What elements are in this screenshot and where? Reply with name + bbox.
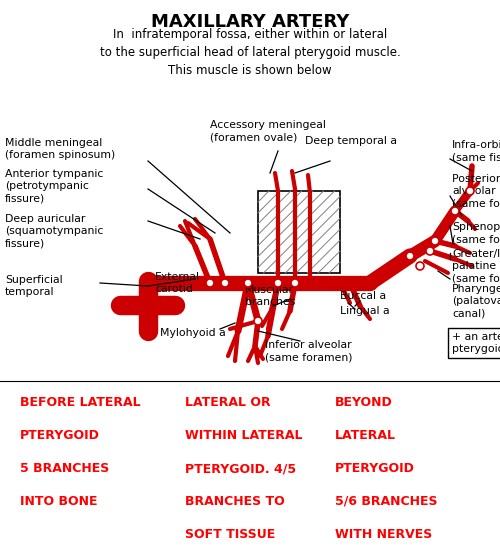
Text: BRANCHES TO: BRANCHES TO — [185, 495, 285, 508]
Circle shape — [244, 279, 252, 287]
Text: WITHIN LATERAL: WITHIN LATERAL — [185, 429, 302, 442]
Circle shape — [451, 207, 459, 215]
Circle shape — [221, 279, 229, 287]
Circle shape — [274, 279, 282, 287]
Circle shape — [431, 237, 439, 245]
Text: SOFT TISSUE: SOFT TISSUE — [185, 528, 275, 541]
Text: 5/6 BRANCHES: 5/6 BRANCHES — [335, 495, 438, 508]
Text: PTERYGOID: PTERYGOID — [335, 462, 415, 475]
Circle shape — [254, 317, 262, 325]
Circle shape — [466, 187, 474, 195]
Text: Deep temporal a: Deep temporal a — [305, 136, 397, 146]
Text: External
carotid: External carotid — [155, 272, 200, 294]
Text: MAXILLARY ARTERY: MAXILLARY ARTERY — [151, 13, 349, 31]
Text: LATERAL: LATERAL — [335, 429, 396, 442]
Text: Middle meningeal
(foramen spinosum): Middle meningeal (foramen spinosum) — [5, 138, 115, 160]
Text: LATERAL OR: LATERAL OR — [185, 396, 270, 409]
Text: + an artery to the
pterygoid canal: + an artery to the pterygoid canal — [452, 332, 500, 354]
Text: Accessory meningeal
(foramen ovale): Accessory meningeal (foramen ovale) — [210, 120, 326, 142]
Text: Sphenopalatine
(same foramen): Sphenopalatine (same foramen) — [452, 222, 500, 244]
Text: INTO BONE: INTO BONE — [20, 495, 98, 508]
Text: Anterior tympanic
(petrotympanic
fissure): Anterior tympanic (petrotympanic fissure… — [5, 169, 103, 203]
Circle shape — [244, 279, 252, 287]
Bar — [258, 191, 340, 273]
Text: Lingual a: Lingual a — [340, 306, 390, 316]
Text: Buccal a: Buccal a — [340, 291, 386, 301]
Circle shape — [416, 262, 424, 270]
Text: Greater/lesser
palatine
(same foramina): Greater/lesser palatine (same foramina) — [452, 249, 500, 283]
Text: PTERYGOID: PTERYGOID — [20, 429, 100, 442]
Text: BEYOND: BEYOND — [335, 396, 393, 409]
Text: 5 BRANCHES: 5 BRANCHES — [20, 462, 109, 475]
Text: BEFORE LATERAL: BEFORE LATERAL — [20, 396, 140, 409]
Text: Mylohyoid a: Mylohyoid a — [160, 328, 226, 338]
Text: Superficial
temporal: Superficial temporal — [5, 275, 62, 297]
Text: Inferior alveolar
(same foramen): Inferior alveolar (same foramen) — [265, 340, 352, 362]
Text: Deep auricular
(squamotympanic
fissure): Deep auricular (squamotympanic fissure) — [5, 214, 103, 249]
Text: PTERYGOID. 4/5: PTERYGOID. 4/5 — [185, 462, 296, 475]
Circle shape — [291, 279, 299, 287]
Text: Infra-orbital
(same fissure): Infra-orbital (same fissure) — [452, 140, 500, 162]
Text: WITH NERVES: WITH NERVES — [335, 528, 432, 541]
Text: In  infratemporal fossa, either within or lateral
to the superficial head of lat: In infratemporal fossa, either within or… — [100, 28, 401, 77]
Circle shape — [406, 252, 414, 260]
Text: Muscular
branches: Muscular branches — [245, 285, 295, 307]
Text: Posterior superior
alveolar
(same foramina): Posterior superior alveolar (same forami… — [452, 174, 500, 208]
Circle shape — [206, 279, 214, 287]
Circle shape — [426, 247, 434, 255]
Text: Pharyngeal
(palatovaginal
canal): Pharyngeal (palatovaginal canal) — [452, 284, 500, 318]
